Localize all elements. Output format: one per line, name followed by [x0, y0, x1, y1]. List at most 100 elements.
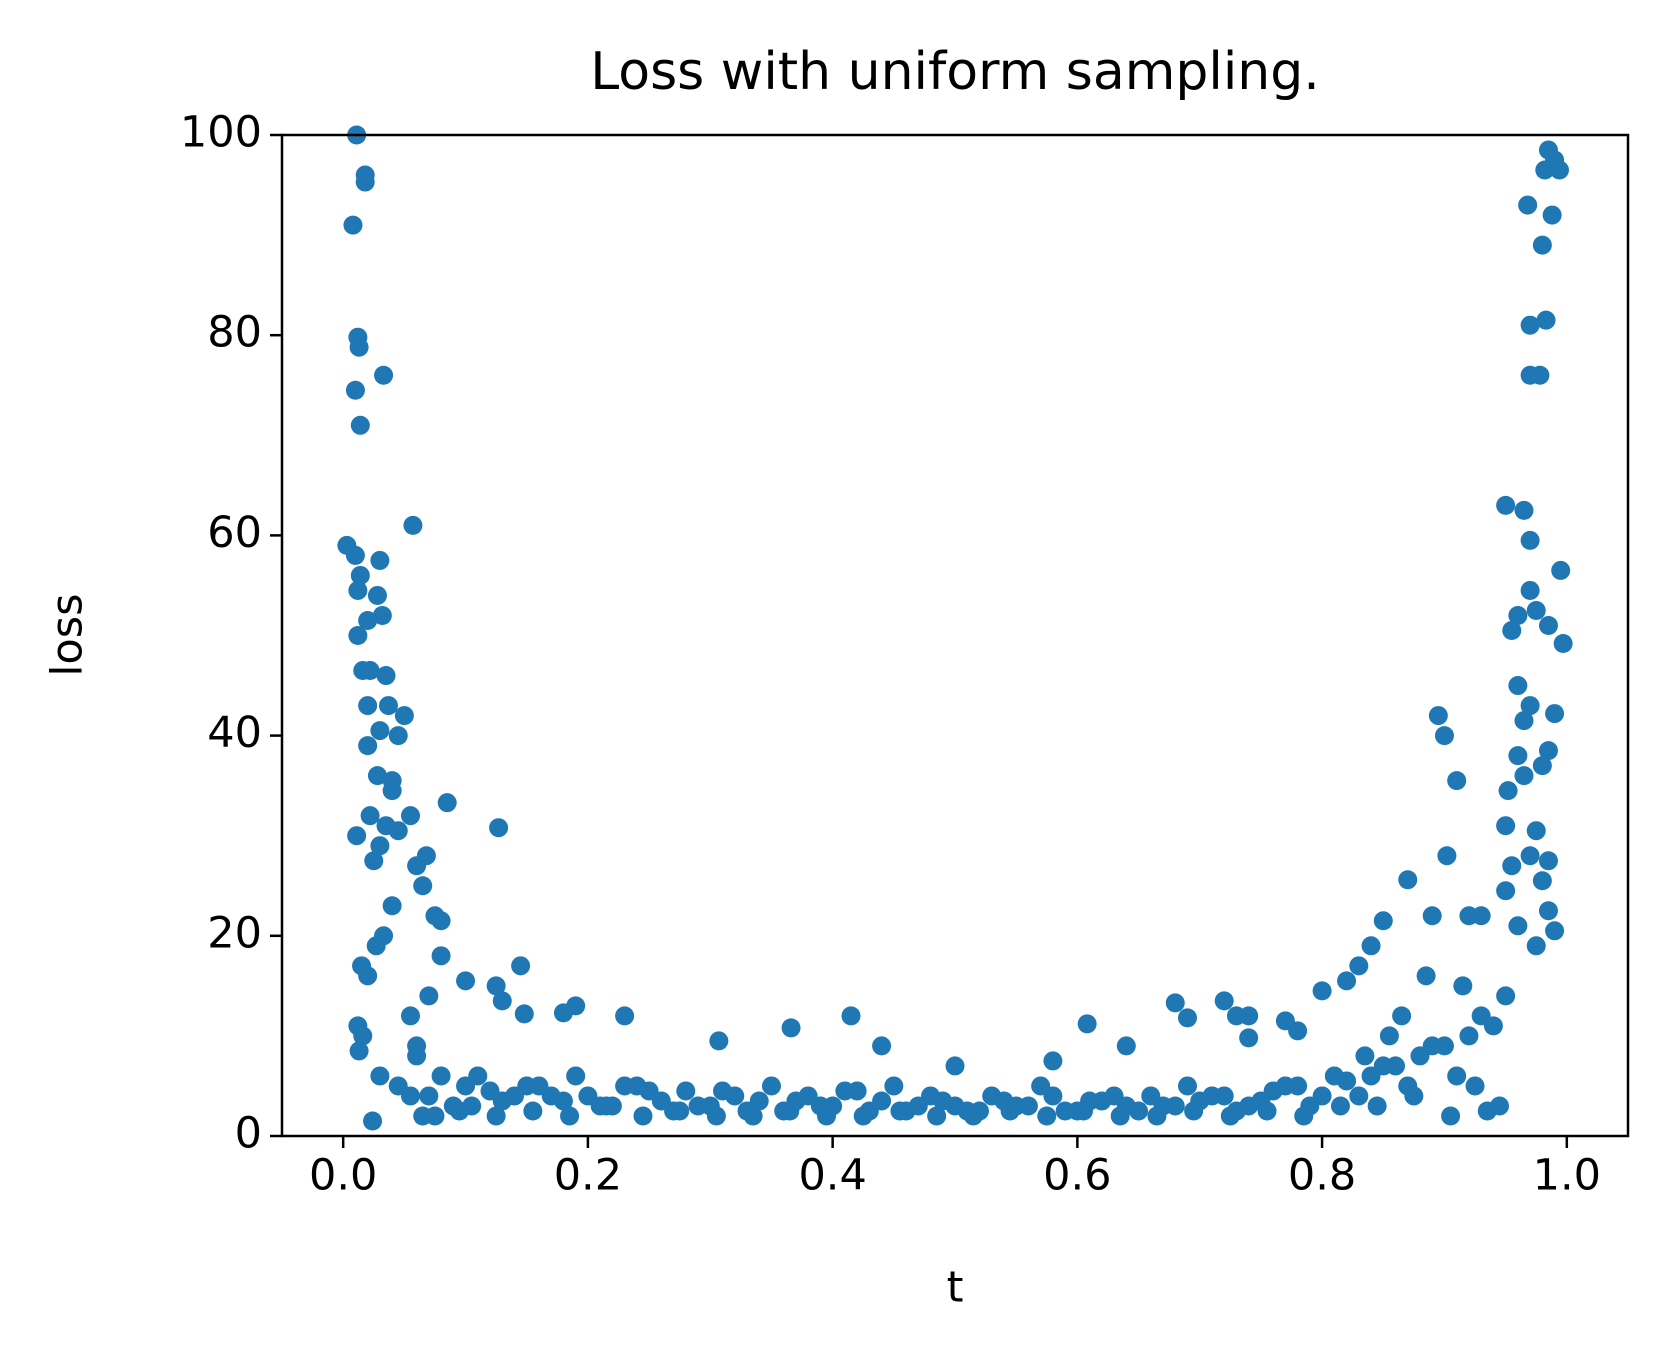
point	[1520, 530, 1540, 550]
point	[1214, 991, 1234, 1011]
x-tick-label: 0.4	[798, 1151, 866, 1201]
point	[872, 1036, 892, 1056]
point	[1367, 1096, 1387, 1116]
x-tick-label: 0.6	[1043, 1151, 1111, 1201]
point	[1526, 600, 1546, 620]
point	[1288, 1021, 1308, 1041]
y-tick-label: 80	[207, 308, 262, 358]
point	[1031, 1076, 1051, 1096]
point	[345, 380, 365, 400]
x-tick-label: 0.8	[1288, 1151, 1356, 1201]
point	[350, 415, 370, 435]
point	[1428, 706, 1448, 726]
point	[419, 1086, 439, 1106]
point	[908, 1096, 928, 1116]
point	[370, 1066, 390, 1086]
point	[1000, 1101, 1020, 1121]
point	[1422, 1036, 1442, 1056]
point	[1349, 1086, 1369, 1106]
point	[489, 818, 509, 838]
point	[1337, 971, 1357, 991]
point	[927, 1106, 947, 1126]
point	[1330, 1096, 1350, 1116]
point	[1514, 766, 1534, 786]
point	[1257, 1101, 1277, 1121]
point	[360, 806, 380, 826]
point	[1043, 1051, 1063, 1071]
point	[1184, 1101, 1204, 1121]
point	[431, 911, 451, 931]
x-tick-label: 0.0	[309, 1151, 377, 1201]
point	[1239, 1006, 1259, 1026]
point	[388, 726, 408, 746]
y-axis-label: loss	[43, 593, 93, 676]
point	[890, 1101, 910, 1121]
point	[1496, 495, 1516, 515]
point	[1441, 1106, 1461, 1126]
point	[1275, 1076, 1295, 1096]
point	[743, 1106, 763, 1126]
point	[982, 1086, 1002, 1106]
point	[364, 851, 384, 871]
point	[1518, 195, 1538, 215]
point	[366, 936, 386, 956]
point	[347, 826, 367, 846]
point	[350, 565, 370, 585]
point	[492, 991, 512, 1011]
point	[1379, 1026, 1399, 1046]
point	[419, 986, 439, 1006]
point	[358, 736, 378, 756]
point	[1545, 921, 1565, 941]
point	[1373, 911, 1393, 931]
point	[345, 545, 365, 565]
x-tick-label: 1.0	[1533, 1151, 1601, 1201]
point	[817, 1106, 837, 1126]
point	[456, 971, 476, 991]
point	[1508, 746, 1528, 766]
point	[1312, 981, 1332, 1001]
point	[468, 1066, 488, 1086]
point	[1532, 235, 1552, 255]
point	[1465, 1076, 1485, 1096]
point	[780, 1101, 800, 1121]
point	[492, 1091, 512, 1111]
point	[1514, 711, 1534, 731]
point	[486, 976, 506, 996]
point	[1538, 851, 1558, 871]
point	[1532, 871, 1552, 891]
point	[374, 365, 394, 385]
point	[1404, 1086, 1424, 1106]
point	[1553, 634, 1573, 654]
point	[400, 806, 420, 826]
point	[1514, 500, 1534, 520]
point	[358, 966, 378, 986]
point	[1549, 160, 1569, 180]
point	[358, 696, 378, 716]
point	[517, 1076, 537, 1096]
point	[1526, 821, 1546, 841]
point	[1538, 901, 1558, 921]
point	[376, 666, 396, 686]
point	[462, 1096, 482, 1116]
point	[1498, 781, 1518, 801]
point	[378, 696, 398, 716]
point	[933, 1091, 953, 1111]
point	[835, 1081, 855, 1101]
point	[1294, 1106, 1314, 1126]
point	[1520, 696, 1540, 716]
point	[1502, 856, 1522, 876]
y-tick-label: 20	[207, 908, 262, 958]
point	[349, 337, 369, 357]
point	[1545, 704, 1565, 724]
point	[1239, 1028, 1259, 1048]
point	[615, 1076, 635, 1096]
point	[511, 956, 531, 976]
point	[400, 1006, 420, 1026]
point	[1502, 620, 1522, 640]
point	[713, 1081, 733, 1101]
point	[413, 876, 433, 896]
point	[358, 610, 378, 630]
point	[1202, 1086, 1222, 1106]
point	[1165, 993, 1185, 1013]
